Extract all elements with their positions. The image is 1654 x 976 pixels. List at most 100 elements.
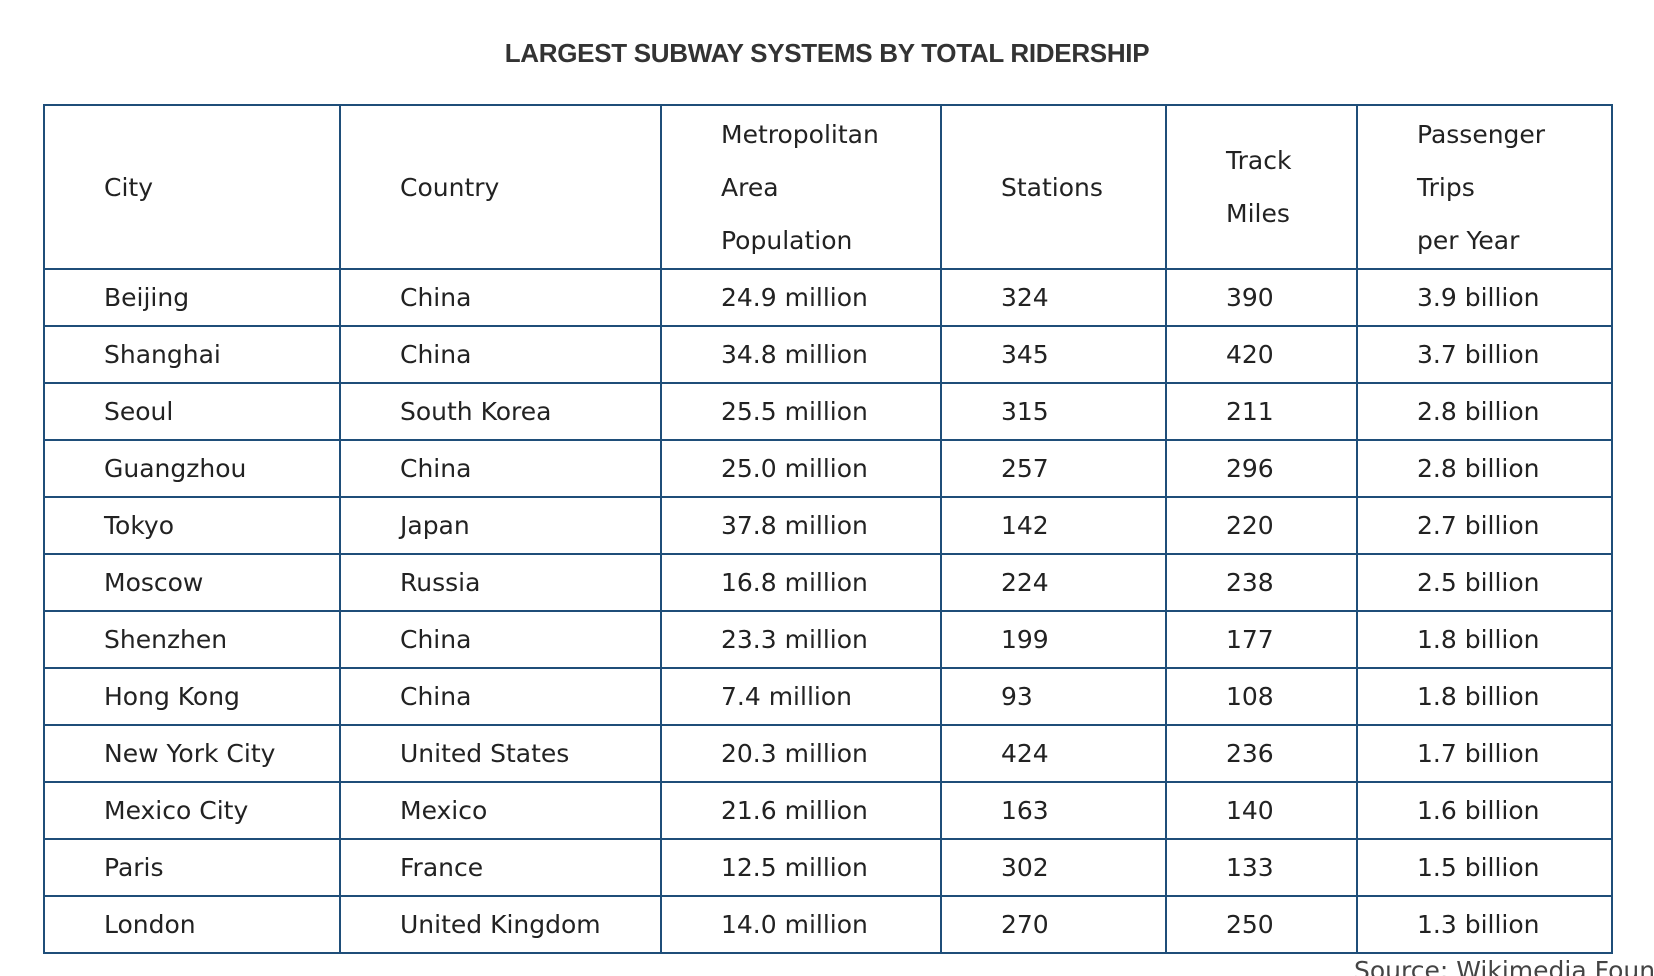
- table-cell: Hong Kong: [43, 667, 341, 726]
- table-row: Shanghai China 34.8 million 345 420 3.7 billi…: [43, 325, 1613, 384]
- table-cell: 424: [940, 724, 1167, 783]
- table-cell: 12.5 million: [660, 838, 942, 897]
- table-cell: South Korea: [339, 382, 662, 441]
- table-cell: Paris: [43, 838, 341, 897]
- table-cell: 211: [1165, 382, 1358, 441]
- header-text: Country: [400, 172, 500, 202]
- header-text: Metropolitan: [721, 119, 879, 149]
- table-cell: Moscow: [43, 553, 341, 612]
- table-cell: 140: [1165, 781, 1358, 840]
- table-cell: 1.8 billion: [1356, 610, 1613, 669]
- table-cell: 20.3 million: [660, 724, 942, 783]
- table-cell: China: [339, 610, 662, 669]
- table-cell: 108: [1165, 667, 1358, 726]
- table-row: Guangzhou China 25.0 million 257 296 2.8 bill…: [43, 439, 1613, 498]
- header-text: Passenger: [1417, 119, 1546, 149]
- table-cell: 296: [1165, 439, 1358, 498]
- table-cell: 1.7 billion: [1356, 724, 1613, 783]
- table-cell: Beijing: [43, 268, 341, 327]
- table-cell: 142: [940, 496, 1167, 555]
- column-header: Stations: [940, 104, 1167, 270]
- table-cell: 133: [1165, 838, 1358, 897]
- table-cell: 390: [1165, 268, 1358, 327]
- header-text: Population: [721, 225, 853, 255]
- table-cell: 224: [940, 553, 1167, 612]
- table-cell: United Kingdom: [339, 895, 662, 954]
- table-cell: 1.3 billion: [1356, 895, 1613, 954]
- table-cell: China: [339, 439, 662, 498]
- table-cell: 7.4 million: [660, 667, 942, 726]
- column-header: Passenger Trips per Year: [1356, 104, 1613, 270]
- table-cell: 302: [940, 838, 1167, 897]
- table-cell: China: [339, 268, 662, 327]
- header-text: Stations: [1001, 172, 1103, 202]
- table-row: Shenzhen China 23.3 million 199 177 1.8 billi…: [43, 610, 1613, 669]
- table-cell: 23.3 million: [660, 610, 942, 669]
- table-row: New York City United States 20.3 million 42…: [43, 724, 1613, 783]
- table-cell: London: [43, 895, 341, 954]
- header-text: Track: [1226, 146, 1292, 175]
- source-note: Source: Wikimedia Foundation: [1354, 956, 1654, 976]
- table-row: Hong Kong China 7.4 million 93 108 1.8 billio…: [43, 667, 1613, 726]
- table-cell: 25.5 million: [660, 382, 942, 441]
- title: LARGEST SUBWAY SYSTEMS BY TOTAL RIDERSHI…: [504, 38, 1150, 68]
- table-cell: Russia: [339, 553, 662, 612]
- table-cell: 24.9 million: [660, 268, 942, 327]
- table-cell: 236: [1165, 724, 1358, 783]
- table-cell: 34.8 million: [660, 325, 942, 384]
- table-cell: 3.7 billion: [1356, 325, 1613, 384]
- header-text: per Year: [1417, 225, 1520, 255]
- table-cell: Shenzhen: [43, 610, 341, 669]
- table-cell: Guangzhou: [43, 439, 341, 498]
- table-cell: 315: [940, 382, 1167, 441]
- table-cell: 2.8 billion: [1356, 439, 1613, 498]
- table-cell: France: [339, 838, 662, 897]
- table-cell: 21.6 million: [660, 781, 942, 840]
- column-header: Track Miles: [1165, 104, 1358, 270]
- table-cell: China: [339, 667, 662, 726]
- table-cell: 257: [940, 439, 1167, 498]
- table-cell: 250: [1165, 895, 1358, 954]
- table-cell: United States: [339, 724, 662, 783]
- table-cell: Seoul: [43, 382, 341, 441]
- table-cell: 14.0 million: [660, 895, 942, 954]
- header-text: Miles: [1226, 199, 1290, 228]
- table-cell: 25.0 million: [660, 439, 942, 498]
- table-cell: 177: [1165, 610, 1358, 669]
- table-cell: 1.8 billion: [1356, 667, 1613, 726]
- table-cell: 163: [940, 781, 1167, 840]
- header-row: City Country Metropolitan Area Population Sta…: [43, 104, 1613, 270]
- table-cell: 270: [940, 895, 1167, 954]
- table-row: Tokyo Japan 37.8 million 142 220 2.7 billion: [43, 496, 1613, 555]
- table-row: Mexico City Mexico 21.6 million 163 140 1.6 b…: [43, 781, 1613, 840]
- table-cell: 1.6 billion: [1356, 781, 1613, 840]
- table-row: Moscow Russia 16.8 million 224 238 2.5 billio…: [43, 553, 1613, 612]
- header-text: City: [104, 172, 153, 202]
- table-cell: 324: [940, 268, 1167, 327]
- table-cell: 220: [1165, 496, 1358, 555]
- table-row: London United Kingdom 14.0 million 270 250 1.…: [43, 895, 1613, 954]
- table-cell: 93: [940, 667, 1167, 726]
- table-cell: Shanghai: [43, 325, 341, 384]
- table-row: Beijing China 24.9 million 324 390 3.9 billio…: [43, 268, 1613, 327]
- table-cell: 345: [940, 325, 1167, 384]
- column-header: Metropolitan Area Population: [660, 104, 942, 270]
- table-cell: 2.7 billion: [1356, 496, 1613, 555]
- table-row: Seoul South Korea 25.5 million 315 211 2.8 bi…: [43, 382, 1613, 441]
- header-text: Area: [721, 172, 779, 202]
- data-table: City Country Metropolitan Area Population Sta…: [43, 104, 1613, 954]
- table-cell: 238: [1165, 553, 1358, 612]
- table-cell: China: [339, 325, 662, 384]
- table-cell: 2.5 billion: [1356, 553, 1613, 612]
- table-cell: 1.5 billion: [1356, 838, 1613, 897]
- table-cell: 3.9 billion: [1356, 268, 1613, 327]
- table-cell: New York City: [43, 724, 341, 783]
- table-row: Paris France 12.5 million 302 133 1.5 billion: [43, 838, 1613, 897]
- table-cell: Mexico: [339, 781, 662, 840]
- table-cell: Japan: [339, 496, 662, 555]
- header-text: Trips: [1417, 172, 1475, 202]
- table-cell: Tokyo: [43, 496, 341, 555]
- column-header: Country: [339, 104, 662, 270]
- table-cell: 420: [1165, 325, 1358, 384]
